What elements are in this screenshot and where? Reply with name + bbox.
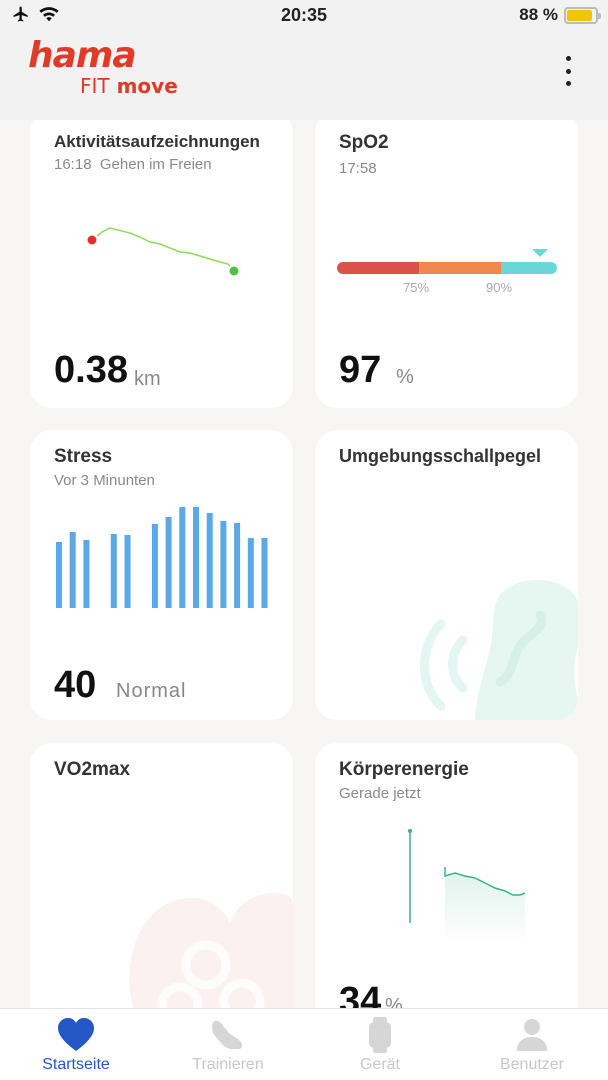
energy-title: Körperenergie bbox=[339, 759, 469, 780]
status-time: 20:35 bbox=[280, 5, 328, 25]
status-right: 88 % bbox=[519, 5, 601, 25]
noise-card[interactable]: Umgebungsschallpegel bbox=[315, 430, 578, 720]
activity-type: Gehen im Freien bbox=[99, 156, 212, 173]
stress-bar bbox=[165, 517, 172, 608]
spo2-marker-icon bbox=[532, 249, 548, 257]
logo-main: hama bbox=[28, 35, 137, 76]
energy-line bbox=[444, 867, 526, 896]
battery-percent: 88 % bbox=[519, 5, 558, 24]
stress-title: Stress bbox=[54, 446, 113, 467]
stress-bar bbox=[193, 507, 199, 608]
activity-card[interactable]: Aktivitätsaufzeichnungen 16:18 Gehen im … bbox=[30, 120, 293, 408]
logo-move: move bbox=[116, 74, 178, 98]
spo2-unit: % bbox=[396, 366, 414, 388]
spo2-title: SpO2 bbox=[339, 132, 389, 153]
activity-title: Aktivitätsaufzeichnungen bbox=[54, 132, 260, 151]
stress-bar bbox=[234, 523, 241, 608]
bottom-tab-bar: Startseite Trainieren Gerät Benutzer bbox=[0, 1008, 608, 1080]
tab-benutzer[interactable]: Benutzer bbox=[456, 1009, 608, 1080]
wifi-icon bbox=[39, 7, 59, 22]
status-bar: 20:35 88 % bbox=[0, 0, 608, 32]
user-icon bbox=[517, 1019, 547, 1051]
more-dot-icon bbox=[565, 56, 571, 61]
stress-bar bbox=[69, 532, 76, 608]
spo2-tick-75: 75% bbox=[403, 280, 430, 295]
more-dot-icon bbox=[565, 68, 571, 74]
status-left bbox=[12, 5, 60, 23]
stress-bar-chart bbox=[56, 507, 268, 608]
ear-icon bbox=[420, 579, 578, 720]
spo2-segment-low bbox=[337, 262, 419, 274]
route-end-marker bbox=[227, 264, 241, 278]
tab-label: Gerät bbox=[359, 1056, 400, 1073]
stress-bar bbox=[220, 521, 227, 608]
stress-bar bbox=[56, 542, 62, 608]
energy-unit: % bbox=[385, 995, 403, 1008]
tab-label: Trainieren bbox=[192, 1056, 264, 1073]
logo-sub: FIT move bbox=[80, 74, 178, 98]
stress-subtitle: Vor 3 Minunten bbox=[54, 472, 155, 489]
spo2-value: 97 bbox=[339, 349, 382, 391]
more-dot-icon bbox=[565, 81, 571, 86]
spo2-segment-mid bbox=[419, 262, 501, 274]
stress-bar bbox=[83, 540, 90, 608]
logo-fit: FIT bbox=[80, 74, 110, 98]
shoe-icon bbox=[212, 1020, 243, 1049]
activity-distance-value: 0.38 bbox=[54, 349, 128, 391]
vo2max-card[interactable]: VO2max bbox=[30, 743, 293, 1008]
energy-subtitle: Gerade jetzt bbox=[339, 785, 421, 802]
stress-card[interactable]: Stress Vor 3 Minunten 40 Normal bbox=[30, 430, 293, 720]
tab-geraet[interactable]: Gerät bbox=[304, 1009, 456, 1080]
stress-bar bbox=[124, 535, 131, 608]
tab-trainieren[interactable]: Trainieren bbox=[152, 1009, 304, 1080]
activity-subtitle: 16:18 Gehen im Freien bbox=[54, 156, 212, 173]
energy-value: 34 bbox=[339, 980, 382, 1008]
spo2-card[interactable]: SpO2 17:58 75% 90% 97 % bbox=[315, 120, 578, 408]
route-start-marker bbox=[85, 233, 99, 247]
dashboard-content[interactable]: Aktivitätsaufzeichnungen 16:18 Gehen im … bbox=[0, 120, 608, 1008]
spo2-segment-high bbox=[501, 262, 557, 274]
heart-icon bbox=[58, 1018, 94, 1051]
tab-startseite[interactable]: Startseite bbox=[0, 1009, 152, 1080]
stress-bar bbox=[179, 507, 186, 608]
activity-distance-unit: km bbox=[134, 368, 161, 390]
stress-level: Normal bbox=[116, 680, 187, 702]
battery-fill bbox=[567, 9, 592, 21]
battery-icon bbox=[564, 6, 601, 24]
spo2-gauge bbox=[337, 249, 557, 274]
heart-lungs-icon bbox=[129, 893, 293, 1008]
energy-spike-dot bbox=[408, 829, 412, 833]
airplane-icon bbox=[13, 6, 28, 22]
stress-value: 40 bbox=[54, 664, 97, 706]
hama-fit-move-logo: hama FIT move bbox=[28, 35, 178, 99]
vo2max-title: VO2max bbox=[54, 759, 131, 780]
tab-label: Startseite bbox=[42, 1056, 110, 1073]
stress-bar bbox=[151, 524, 158, 608]
route-path bbox=[91, 227, 235, 272]
tab-label: Benutzer bbox=[499, 1056, 565, 1073]
noise-title: Umgebungsschallpegel bbox=[339, 446, 542, 466]
energy-line-chart bbox=[408, 829, 526, 943]
activity-time: 16:18 bbox=[54, 156, 92, 173]
app-header: hama FIT move bbox=[0, 32, 608, 120]
spo2-tick-90: 90% bbox=[486, 280, 513, 295]
route-map bbox=[85, 227, 241, 278]
spo2-time: 17:58 bbox=[339, 160, 377, 177]
stress-bar bbox=[261, 538, 268, 608]
energy-area bbox=[410, 831, 525, 943]
more-menu-button[interactable] bbox=[558, 56, 578, 86]
watch-icon bbox=[369, 1017, 391, 1053]
body-energy-card[interactable]: Körperenergie Gerade jetzt 34 % bbox=[315, 743, 578, 1008]
stress-bar bbox=[110, 534, 117, 608]
stress-bar bbox=[206, 513, 213, 608]
stress-bar bbox=[247, 538, 254, 608]
